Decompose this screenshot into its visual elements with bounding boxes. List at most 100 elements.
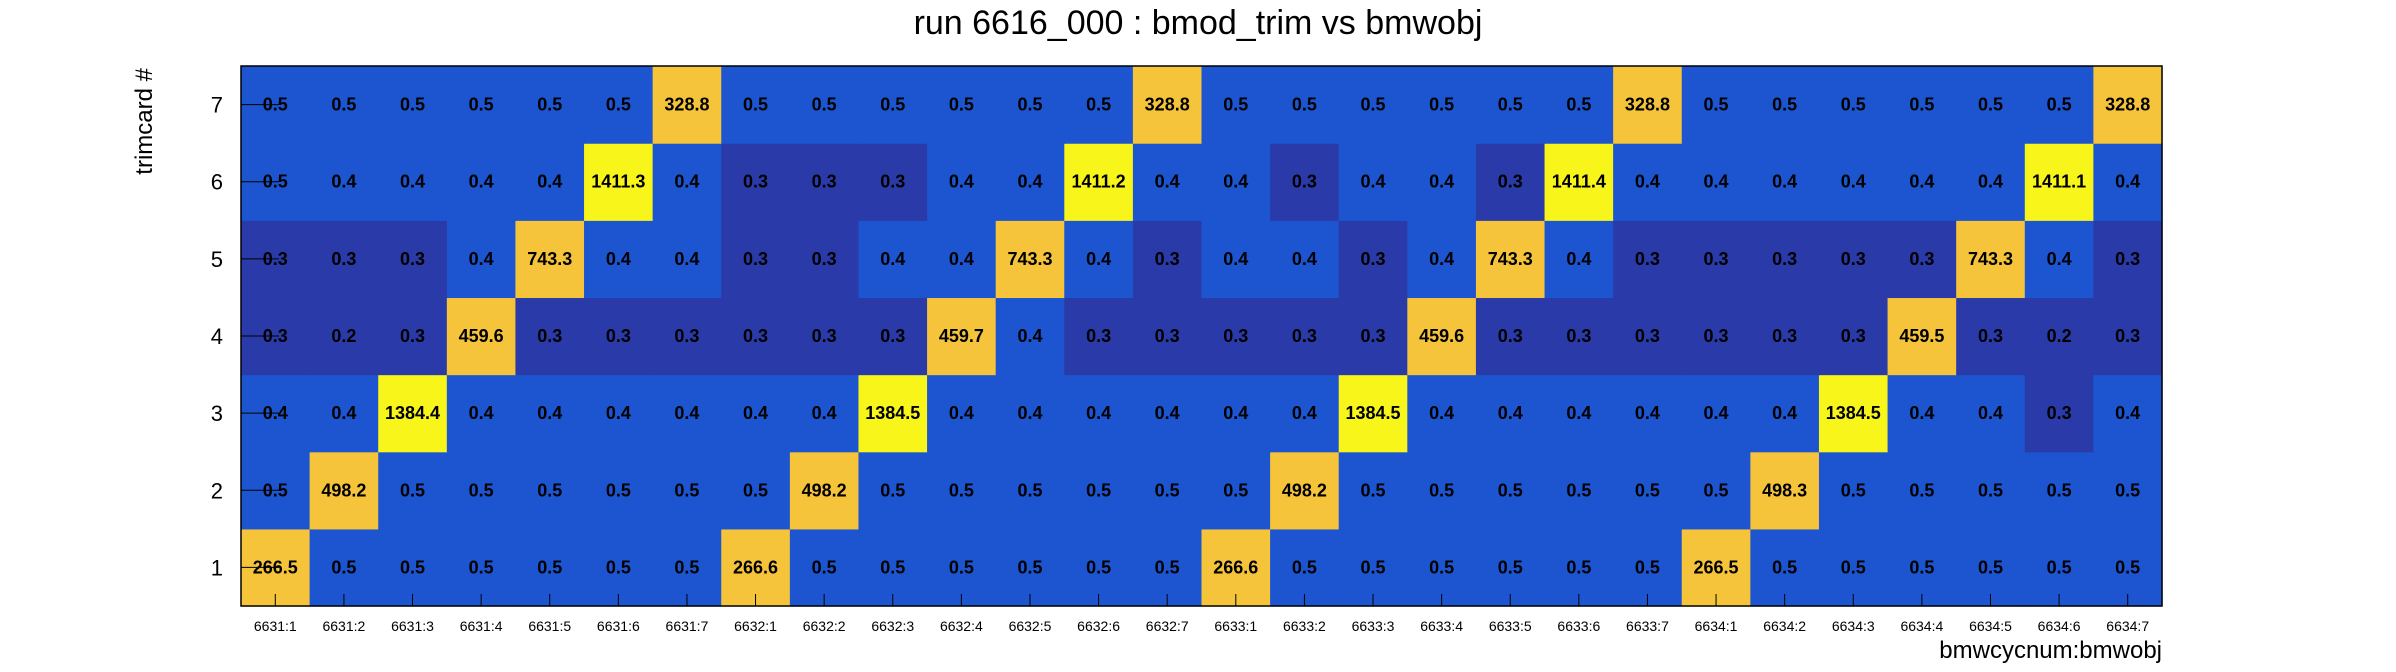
cell-value-label: 0.5 [1704, 95, 1729, 115]
heatmap-cell [858, 528, 928, 607]
heatmap-cell [1407, 451, 1477, 530]
heatmap-cell [1818, 66, 1889, 144]
heatmap-cell [1475, 143, 1546, 221]
cell-value-label: 0.2 [331, 326, 356, 346]
cell-value-label: 266.6 [1213, 557, 1258, 577]
heatmap-cell [1407, 297, 1477, 376]
cell-value-label: 0.4 [1566, 403, 1591, 423]
cell-value-label: 0.5 [1498, 480, 1523, 500]
heatmap-cell [1681, 220, 1751, 299]
cell-value-label: 0.3 [1566, 326, 1591, 346]
heatmap-cell [309, 528, 379, 607]
cell-value-label: 0.3 [1155, 249, 1180, 269]
cell-value-label: 0.5 [880, 557, 905, 577]
heatmap-cell [1201, 374, 1271, 453]
heatmap-cell [1956, 297, 2026, 376]
heatmap-cell [1750, 528, 1820, 607]
heatmap-cell [1132, 528, 1203, 607]
heatmap-cell [1338, 143, 1408, 221]
cell-value-label: 0.4 [331, 172, 356, 192]
heatmap-cell [1818, 143, 1889, 221]
cell-value-label: 0.5 [1086, 557, 1111, 577]
cell-value-label: 0.4 [1361, 172, 1386, 192]
cell-value-label: 459.6 [1419, 326, 1464, 346]
x-tick-label: 6631:3 [391, 618, 434, 634]
heatmap-cell [652, 143, 722, 221]
cell-value-label: 0.5 [1978, 557, 2003, 577]
cell-value-label: 498.2 [802, 480, 847, 500]
cell-value-label: 0.5 [1772, 557, 1797, 577]
heatmap-cell [1544, 66, 1614, 144]
cell-value-label: 0.5 [1841, 95, 1866, 115]
heatmap-cell [927, 220, 997, 299]
heatmap-cell [1270, 374, 1340, 453]
heatmap-cell [995, 297, 1065, 376]
y-tick-label: 1 [211, 555, 223, 580]
cell-value-label: 0.5 [1361, 95, 1386, 115]
heatmap-cell [1201, 297, 1271, 376]
x-axis-title: bmwcycnum:bmwobj [1939, 637, 2162, 664]
heatmap-cell [858, 451, 928, 530]
heatmap-cell [721, 528, 791, 607]
heatmap-cell [584, 220, 654, 299]
cell-value-label: 0.4 [1292, 403, 1317, 423]
cell-value-label: 0.4 [1086, 249, 1111, 269]
heatmap-cell [1338, 451, 1408, 530]
heatmap-cell [1681, 374, 1751, 453]
heatmap-cell [858, 374, 928, 453]
cell-value-label: 0.3 [743, 172, 768, 192]
cell-value-label: 0.4 [1429, 249, 1454, 269]
heatmap-cell [995, 374, 1065, 453]
cell-value-label: 0.4 [1841, 172, 1866, 192]
cell-value-label: 0.3 [1772, 326, 1797, 346]
cell-value-label: 0.3 [812, 172, 837, 192]
heatmap-cell [1750, 66, 1820, 144]
heatmap-cell [584, 528, 654, 607]
cell-value-label: 0.4 [1017, 172, 1042, 192]
cell-value-label: 0.3 [606, 326, 631, 346]
heatmap-cell [995, 528, 1065, 607]
cell-value-label: 0.4 [1772, 403, 1797, 423]
heatmap-cell [515, 451, 585, 530]
heatmap-cell [858, 220, 928, 299]
heatmap-cell [1887, 528, 1957, 607]
heatmap-cell [1613, 66, 1683, 144]
cell-value-label: 0.4 [469, 403, 494, 423]
heatmap-cell [927, 451, 997, 530]
heatmap-cell [1064, 297, 1134, 376]
x-tick-label: 6633:6 [1557, 618, 1600, 634]
heatmap-cell [2024, 528, 2094, 607]
heatmap-cell [1201, 220, 1271, 299]
heatmap-cell [446, 528, 517, 607]
x-tick-label: 6634:2 [1763, 618, 1806, 634]
cell-value-label: 0.5 [1155, 557, 1180, 577]
cell-value-label: 0.3 [1704, 249, 1729, 269]
cell-value-label: 0.4 [1429, 403, 1454, 423]
cell-value-label: 328.8 [664, 95, 709, 115]
cell-value-label: 0.5 [606, 95, 631, 115]
cell-value-label: 0.3 [743, 326, 768, 346]
cell-value-label: 0.5 [469, 95, 494, 115]
cell-value-label: 0.3 [743, 249, 768, 269]
x-tick-label: 6631:6 [597, 618, 640, 634]
y-tick-label: 3 [211, 401, 223, 426]
cell-value-label: 0.5 [1361, 557, 1386, 577]
cell-value-label: 0.4 [880, 249, 905, 269]
heatmap-cell [1132, 374, 1203, 453]
heatmap-cell [1407, 143, 1477, 221]
cell-value-label: 0.3 [1772, 249, 1797, 269]
heatmap-cell [515, 143, 585, 221]
cell-value-label: 0.5 [1909, 557, 1934, 577]
heatmap-cell [1407, 374, 1477, 453]
x-tick-label: 6633:4 [1420, 618, 1463, 634]
cell-value-label: 0.5 [1429, 480, 1454, 500]
heatmap-cell [584, 297, 654, 376]
heatmap-cell [309, 220, 379, 299]
cell-value-label: 0.5 [1909, 480, 1934, 500]
cell-value-label: 0.5 [1704, 480, 1729, 500]
heatmap-cell [1818, 297, 1889, 376]
x-tick-label: 6632:3 [871, 618, 914, 634]
heatmap-cell [789, 451, 860, 530]
cell-value-label: 0.5 [1498, 95, 1523, 115]
x-tick-label: 6632:6 [1077, 618, 1120, 634]
